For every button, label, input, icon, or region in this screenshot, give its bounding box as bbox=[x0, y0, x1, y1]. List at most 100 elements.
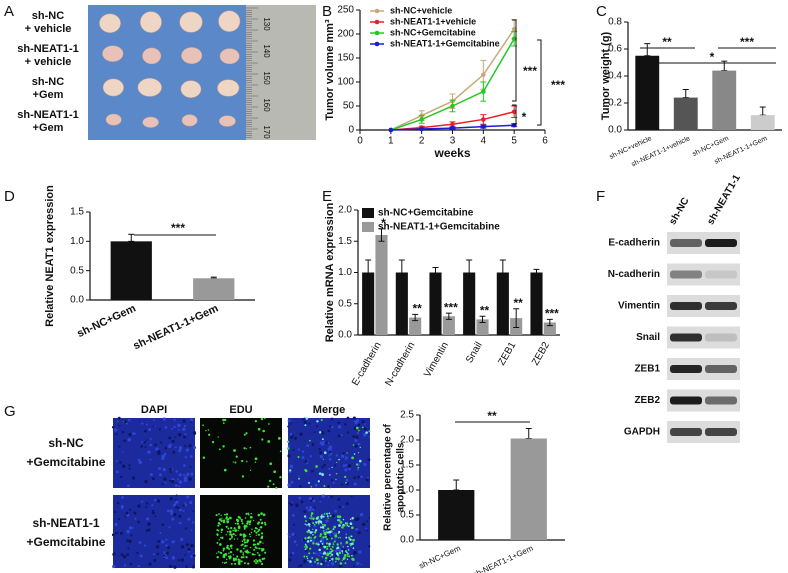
nucleus bbox=[321, 465, 324, 469]
nucleus bbox=[330, 561, 335, 566]
edu-dot bbox=[346, 555, 349, 558]
edu-dot bbox=[341, 550, 344, 552]
edu-dot bbox=[311, 557, 314, 559]
edu-dot bbox=[352, 538, 355, 542]
edu-dot bbox=[303, 515, 307, 518]
nucleus bbox=[178, 480, 183, 484]
edu-dot bbox=[350, 526, 354, 530]
nucleus bbox=[297, 448, 301, 451]
edu-dot bbox=[260, 562, 264, 566]
edu-dot bbox=[225, 534, 227, 536]
significance: * bbox=[381, 216, 386, 230]
nucleus bbox=[152, 509, 155, 512]
nucleus bbox=[156, 449, 161, 454]
edu-dot bbox=[323, 530, 325, 532]
edu-dot bbox=[336, 515, 340, 519]
nucleus bbox=[149, 458, 152, 461]
nucleus bbox=[146, 517, 150, 521]
nucleus bbox=[156, 552, 160, 556]
edu-dot bbox=[330, 537, 333, 540]
edu-dot bbox=[261, 438, 264, 441]
edu-dot bbox=[229, 550, 233, 554]
nucleus bbox=[182, 427, 186, 432]
blot-label: Vimentin bbox=[618, 301, 660, 312]
nucleus bbox=[184, 504, 187, 507]
edu-dot bbox=[253, 548, 256, 551]
edu-dot bbox=[323, 532, 326, 535]
nucleus bbox=[125, 511, 129, 515]
nucleus bbox=[190, 421, 193, 423]
edu-dot bbox=[229, 530, 232, 534]
edu-dot bbox=[312, 533, 314, 536]
edu-dot bbox=[208, 433, 211, 436]
data-point bbox=[481, 89, 486, 94]
nucleus bbox=[123, 564, 127, 567]
edu-dot bbox=[241, 522, 244, 525]
edu-dot bbox=[220, 519, 223, 523]
edu-dot bbox=[226, 546, 229, 549]
edu-dot bbox=[316, 420, 319, 423]
nucleus bbox=[356, 468, 360, 471]
nucleus bbox=[121, 496, 124, 499]
tumor bbox=[142, 47, 162, 65]
nucleus bbox=[342, 464, 346, 467]
edu-dot bbox=[310, 561, 312, 563]
nucleus bbox=[155, 447, 159, 451]
edu-dot bbox=[219, 523, 221, 526]
ruler-number: 150 bbox=[262, 71, 271, 85]
nucleus bbox=[292, 523, 295, 526]
edu-dot bbox=[309, 539, 313, 542]
tumor bbox=[219, 48, 240, 65]
nucleus bbox=[173, 565, 177, 569]
nucleus bbox=[366, 529, 368, 532]
nucleus bbox=[138, 460, 143, 465]
edu-dot bbox=[307, 536, 310, 539]
edu-dot bbox=[250, 512, 252, 515]
significance: ** bbox=[487, 409, 497, 423]
nucleus bbox=[364, 423, 367, 425]
edu-dot bbox=[306, 557, 309, 560]
nucleus bbox=[352, 416, 356, 420]
edu-dot bbox=[216, 552, 218, 554]
x-tick-label: ZEB1 bbox=[496, 340, 518, 368]
edu-dot bbox=[224, 513, 226, 516]
nucleus bbox=[293, 540, 297, 544]
nucleus bbox=[144, 446, 147, 449]
edu-dot bbox=[357, 452, 360, 454]
edu-dot bbox=[234, 557, 237, 561]
tumor bbox=[218, 115, 236, 127]
edu-dot bbox=[216, 556, 219, 559]
nucleus bbox=[355, 527, 359, 531]
nucleus bbox=[344, 423, 347, 426]
edu-dot bbox=[335, 557, 338, 560]
band bbox=[670, 270, 702, 279]
nucleus bbox=[296, 544, 298, 546]
edu-dot bbox=[241, 475, 245, 478]
nucleus bbox=[287, 454, 291, 458]
y-axis-label: Relative mRNA expression bbox=[324, 202, 336, 342]
nucleus bbox=[149, 437, 152, 440]
nucleus bbox=[354, 444, 358, 448]
nucleus bbox=[319, 551, 322, 555]
nucleus bbox=[128, 539, 132, 543]
nucleus bbox=[319, 451, 323, 455]
nucleus bbox=[321, 494, 326, 498]
panel-letter: B bbox=[322, 3, 332, 20]
edu-dot bbox=[304, 523, 306, 525]
edu-dot bbox=[297, 455, 300, 459]
nucleus bbox=[128, 433, 132, 437]
edu-dot bbox=[211, 440, 215, 444]
nucleus bbox=[363, 462, 367, 466]
data-point bbox=[450, 103, 455, 109]
edu-dot bbox=[256, 560, 259, 563]
edu-dot bbox=[346, 452, 348, 454]
band bbox=[670, 396, 702, 405]
edu-dot bbox=[357, 466, 360, 469]
edu-dot bbox=[325, 542, 329, 545]
edu-dot bbox=[233, 449, 236, 452]
nucleus bbox=[122, 420, 125, 423]
edu-dot bbox=[221, 536, 224, 540]
y-tick-label: 0.8 bbox=[608, 17, 622, 28]
nucleus bbox=[189, 454, 193, 458]
nucleus bbox=[337, 425, 342, 429]
